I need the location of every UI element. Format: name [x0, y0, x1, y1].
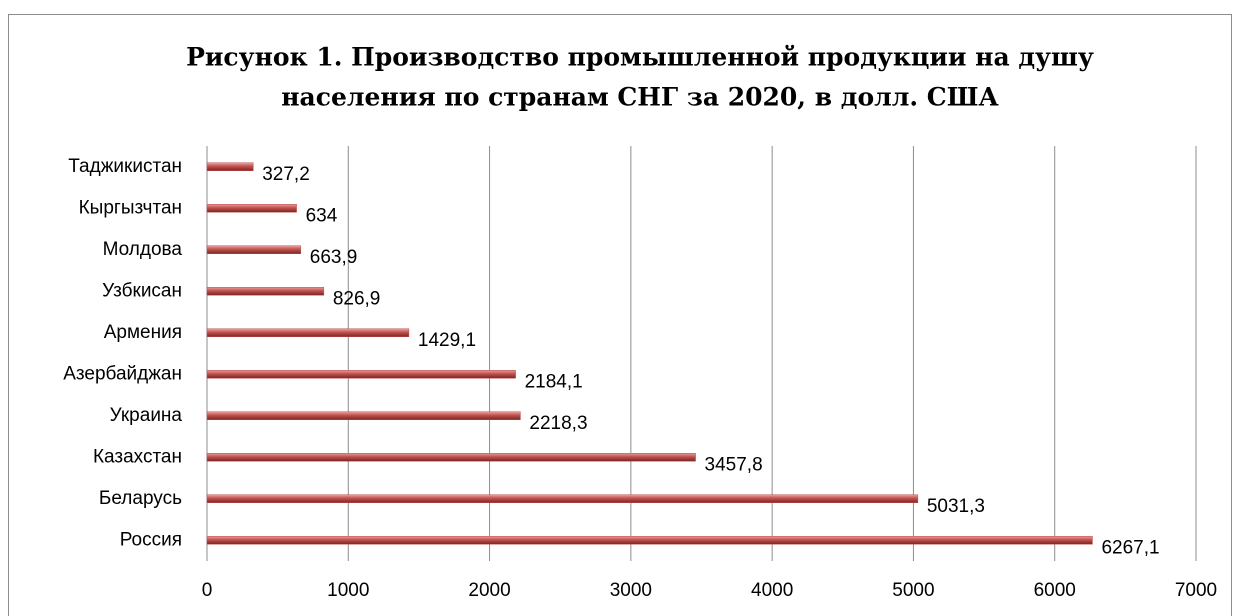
x-tick-label: 2000 — [468, 580, 510, 601]
x-tick-label: 6000 — [1034, 580, 1076, 601]
y-tick-label: Таджикистан — [68, 156, 182, 177]
y-tick-label: Узбкисан — [102, 280, 182, 301]
x-tick-label: 0 — [202, 580, 213, 601]
x-tick-label: 4000 — [751, 580, 793, 601]
y-tick-label: Казахстан — [93, 446, 182, 467]
chart-title: Рисунок 1. Производство промышленной про… — [186, 43, 1094, 72]
data-label: 634 — [306, 205, 338, 226]
data-label: 3457,8 — [705, 454, 763, 475]
y-tick-label: Беларусь — [99, 488, 182, 509]
bar — [206, 328, 410, 337]
y-tick-label: Молдова — [103, 239, 183, 260]
y-tick-label: Россия — [120, 529, 182, 550]
x-tick-label: 3000 — [610, 580, 652, 601]
x-tick-label: 1000 — [327, 580, 369, 601]
data-label: 663,9 — [310, 247, 358, 268]
bar — [206, 162, 254, 171]
data-label: 826,9 — [333, 288, 381, 309]
x-tick-label: 5000 — [892, 580, 934, 601]
chart-title: населения по странам СНГ за 2020, в долл… — [281, 83, 999, 112]
bar — [206, 287, 325, 296]
y-tick-label: Кыргызчтан — [79, 197, 182, 218]
x-tick-label: 7000 — [1175, 580, 1217, 601]
data-label: 327,2 — [262, 164, 310, 185]
data-label: 5031,3 — [927, 496, 985, 517]
y-tick-label: Азербайджан — [63, 363, 182, 384]
data-label: 2184,1 — [525, 371, 583, 392]
data-label: 6267,1 — [1101, 537, 1159, 558]
y-tick-label: Армения — [104, 322, 182, 343]
data-label: 2218,3 — [529, 413, 587, 434]
y-tick-label: Украина — [110, 405, 183, 426]
bar — [206, 370, 516, 379]
bar — [206, 204, 297, 213]
bar — [206, 536, 1093, 545]
bar — [206, 411, 521, 420]
chart-border — [8, 14, 1232, 616]
bar — [206, 494, 919, 503]
data-label: 1429,1 — [418, 330, 476, 351]
bar — [206, 245, 302, 254]
bar — [206, 453, 696, 462]
